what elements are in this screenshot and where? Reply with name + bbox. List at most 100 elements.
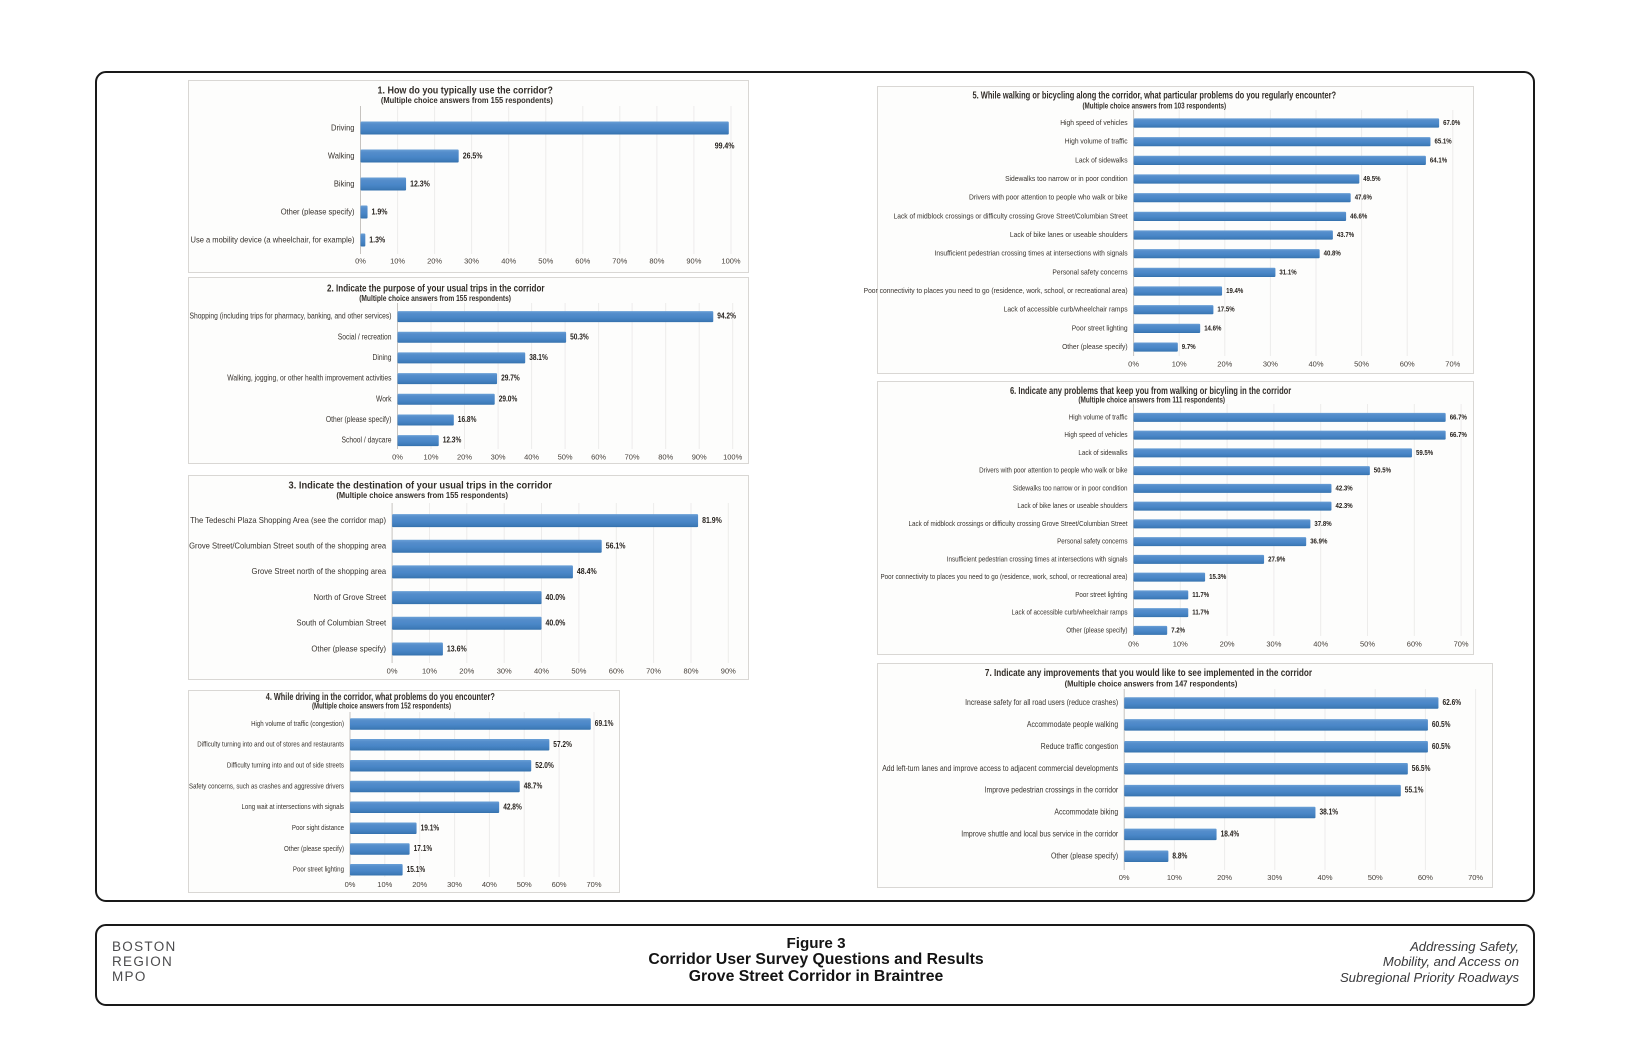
svg-text:50%: 50%	[517, 880, 532, 889]
svg-text:Walking, jogging, or other hea: Walking, jogging, or other health improv…	[227, 374, 391, 383]
svg-text:17.1%: 17.1%	[414, 844, 433, 853]
svg-text:42.3%: 42.3%	[1336, 483, 1354, 492]
svg-text:36.9%: 36.9%	[1310, 537, 1328, 546]
svg-text:Difficulty turning into and ou: Difficulty turning into and out of side …	[227, 763, 345, 770]
svg-text:20%: 20%	[457, 452, 472, 461]
svg-text:46.6%: 46.6%	[1350, 211, 1368, 220]
svg-text:Driving: Driving	[331, 122, 355, 132]
svg-text:Sidewalks too narrow or in poo: Sidewalks too narrow or in poor conditio…	[1013, 483, 1128, 492]
svg-text:7. Indicate any improvements t: 7. Indicate any improvements that you wo…	[985, 668, 1312, 679]
svg-text:26.5%: 26.5%	[463, 150, 483, 160]
svg-text:48.7%: 48.7%	[524, 782, 543, 791]
svg-text:60%: 60%	[552, 880, 567, 889]
svg-text:60%: 60%	[609, 666, 624, 675]
svg-text:66.7%: 66.7%	[1450, 430, 1468, 439]
svg-text:18.4%: 18.4%	[1221, 830, 1240, 839]
svg-text:70%: 70%	[1468, 873, 1483, 882]
svg-text:60%: 60%	[1418, 873, 1433, 882]
svg-text:School / daycare: School / daycare	[342, 436, 392, 445]
svg-text:Personal safety concerns: Personal safety concerns	[1052, 267, 1127, 276]
svg-text:12.3%: 12.3%	[443, 436, 462, 445]
svg-text:Poor street lighting: Poor street lighting	[1072, 323, 1128, 332]
svg-text:10%: 10%	[422, 666, 437, 675]
svg-text:Grove Street north of the shop: Grove Street north of the shopping area	[252, 566, 387, 576]
svg-text:Other (please specify): Other (please specify)	[311, 643, 386, 653]
svg-text:20%: 20%	[1217, 359, 1232, 368]
svg-text:5. While walking or bicycling: 5. While walking or bicycling along the …	[973, 91, 1337, 102]
svg-text:17.5%: 17.5%	[1217, 305, 1235, 314]
svg-text:42.3%: 42.3%	[1336, 501, 1354, 510]
svg-text:Lack of accessible curb/wheelc: Lack of accessible curb/wheelchair ramps	[1004, 305, 1128, 314]
svg-text:Lack of sidewalks: Lack of sidewalks	[1075, 155, 1128, 164]
svg-text:Safety concerns, such as crash: Safety concerns, such as crashes and agg…	[189, 783, 344, 790]
svg-text:Other (please specify): Other (please specify)	[281, 206, 355, 216]
svg-text:High speed of vehicles: High speed of vehicles	[1060, 118, 1128, 127]
svg-text:Poor sight distance: Poor sight distance	[292, 825, 344, 832]
svg-text:49.5%: 49.5%	[1363, 174, 1381, 183]
svg-text:60.5%: 60.5%	[1432, 720, 1451, 729]
svg-text:10%: 10%	[1172, 359, 1187, 368]
svg-text:30%: 30%	[1266, 639, 1281, 648]
svg-text:70%: 70%	[625, 452, 640, 461]
svg-text:Poor connectivity to places yo: Poor connectivity to places you need to …	[881, 572, 1128, 581]
svg-text:15.3%: 15.3%	[1209, 572, 1227, 581]
svg-text:60.5%: 60.5%	[1432, 742, 1451, 751]
svg-text:11.7%: 11.7%	[1192, 590, 1209, 599]
svg-text:11.7%: 11.7%	[1192, 608, 1209, 617]
svg-text:56.5%: 56.5%	[1412, 764, 1431, 773]
svg-text:Other (please specify): Other (please specify)	[1062, 342, 1128, 351]
svg-text:South of Columbian Street: South of Columbian Street	[297, 618, 387, 628]
svg-text:70%: 70%	[1445, 359, 1460, 368]
svg-text:31.1%: 31.1%	[1279, 267, 1297, 276]
svg-text:20%: 20%	[459, 666, 474, 675]
svg-text:2. Indicate the purpose of you: 2. Indicate the purpose of your usual tr…	[327, 284, 545, 295]
svg-text:Accommodate people walking: Accommodate people walking	[1027, 720, 1118, 729]
svg-text:80%: 80%	[658, 452, 673, 461]
svg-text:20%: 20%	[1220, 639, 1235, 648]
svg-text:47.6%: 47.6%	[1355, 193, 1373, 202]
svg-text:4. While driving in the corrid: 4. While driving in the corridor, what p…	[266, 692, 495, 703]
svg-text:12.3%: 12.3%	[410, 178, 430, 188]
svg-text:64.1%: 64.1%	[1430, 155, 1448, 164]
svg-text:50%: 50%	[1368, 873, 1383, 882]
svg-text:Drivers with poor attention to: Drivers with poor attention to people wh…	[979, 466, 1127, 475]
svg-text:50.3%: 50.3%	[570, 332, 589, 341]
svg-text:40%: 40%	[534, 666, 549, 675]
svg-text:Shopping (including trips for: Shopping (including trips for pharmacy, …	[190, 312, 392, 321]
svg-text:Improve pedestrian crossings i: Improve pedestrian crossings in the corr…	[985, 786, 1119, 795]
svg-text:Difficulty turning into and ou: Difficulty turning into and out of store…	[197, 742, 344, 749]
svg-text:1.3%: 1.3%	[369, 234, 385, 244]
svg-text:Insufficient pedestrian crossi: Insufficient pedestrian crossing times a…	[935, 249, 1128, 258]
svg-text:20%: 20%	[412, 880, 427, 889]
svg-text:Lack of midblock crossings or: Lack of midblock crossings or difficulty…	[909, 519, 1128, 528]
svg-text:50%: 50%	[558, 452, 573, 461]
svg-text:90%: 90%	[721, 666, 736, 675]
svg-text:1.9%: 1.9%	[372, 206, 388, 216]
svg-text:Personal safety concerns: Personal safety concerns	[1057, 537, 1128, 546]
svg-text:69.1%: 69.1%	[595, 719, 614, 728]
svg-text:The Tedeschi Plaza Shopping Ar: The Tedeschi Plaza Shopping Area (see th…	[190, 515, 386, 525]
svg-text:80%: 80%	[649, 256, 664, 265]
svg-text:0%: 0%	[392, 452, 403, 461]
svg-text:59.5%: 59.5%	[1416, 448, 1434, 457]
svg-text:(Multiple choice answers from: (Multiple choice answers from 155 respon…	[381, 96, 553, 105]
svg-text:60%: 60%	[1407, 639, 1422, 648]
svg-text:30%: 30%	[447, 880, 462, 889]
svg-text:(Multiple choice answers from: (Multiple choice answers from 147 respon…	[1065, 679, 1238, 688]
svg-text:55.1%: 55.1%	[1405, 786, 1424, 795]
svg-text:16.8%: 16.8%	[458, 415, 477, 424]
svg-text:1. How do you typically use th: 1. How do you typically use the corridor…	[378, 86, 553, 97]
svg-text:Lack of bike lanes or useable: Lack of bike lanes or useable shoulders	[1017, 501, 1127, 510]
svg-text:29.0%: 29.0%	[499, 394, 518, 403]
svg-text:Social / recreation: Social / recreation	[338, 332, 392, 341]
svg-text:0%: 0%	[1128, 359, 1139, 368]
svg-text:10%: 10%	[390, 256, 405, 265]
svg-text:80%: 80%	[683, 666, 698, 675]
svg-text:60%: 60%	[575, 256, 590, 265]
svg-text:30%: 30%	[1267, 873, 1282, 882]
svg-text:66.7%: 66.7%	[1450, 412, 1468, 421]
svg-text:Poor street lighting: Poor street lighting	[1075, 590, 1127, 599]
svg-text:Use a mobility device (a wheel: Use a mobility device (a wheelchair, for…	[191, 234, 355, 244]
svg-text:Poor connectivity to places yo: Poor connectivity to places you need to …	[864, 286, 1128, 295]
svg-text:Drivers with poor attention to: Drivers with poor attention to people wh…	[969, 193, 1128, 202]
